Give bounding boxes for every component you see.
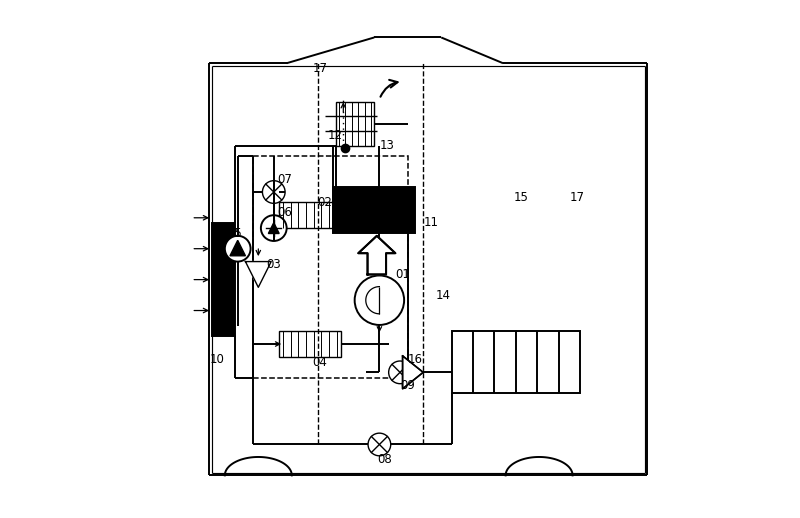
Text: 14: 14 (436, 289, 451, 301)
Bar (212, 223, 235, 336)
Bar (335, 102, 374, 146)
Bar (279, 331, 341, 357)
Polygon shape (230, 240, 246, 256)
Polygon shape (268, 223, 279, 234)
Text: 04: 04 (313, 355, 327, 368)
Text: 17: 17 (570, 191, 585, 204)
Text: 16: 16 (408, 353, 422, 366)
Text: 10: 10 (210, 353, 224, 366)
Circle shape (261, 215, 286, 241)
Bar (333, 187, 415, 233)
Text: 15: 15 (514, 191, 528, 204)
Text: 01: 01 (395, 268, 410, 281)
Circle shape (354, 276, 404, 325)
Polygon shape (246, 262, 271, 287)
Circle shape (368, 433, 390, 456)
Text: 17: 17 (313, 62, 327, 75)
Circle shape (262, 181, 285, 204)
Text: 08: 08 (377, 453, 391, 466)
Text: 03: 03 (266, 257, 281, 270)
Text: 12: 12 (328, 129, 343, 142)
Circle shape (225, 236, 250, 262)
Bar (279, 203, 341, 228)
Text: 06: 06 (278, 206, 292, 219)
Text: 11: 11 (423, 217, 438, 229)
Bar (451, 331, 580, 393)
Circle shape (389, 361, 411, 384)
Text: 05: 05 (227, 227, 242, 240)
Text: 13: 13 (379, 139, 394, 152)
Text: 07: 07 (278, 172, 292, 185)
Polygon shape (402, 356, 423, 389)
Bar (253, 156, 408, 378)
Text: 09: 09 (400, 379, 415, 392)
Polygon shape (358, 236, 395, 275)
Text: 02: 02 (318, 196, 333, 209)
